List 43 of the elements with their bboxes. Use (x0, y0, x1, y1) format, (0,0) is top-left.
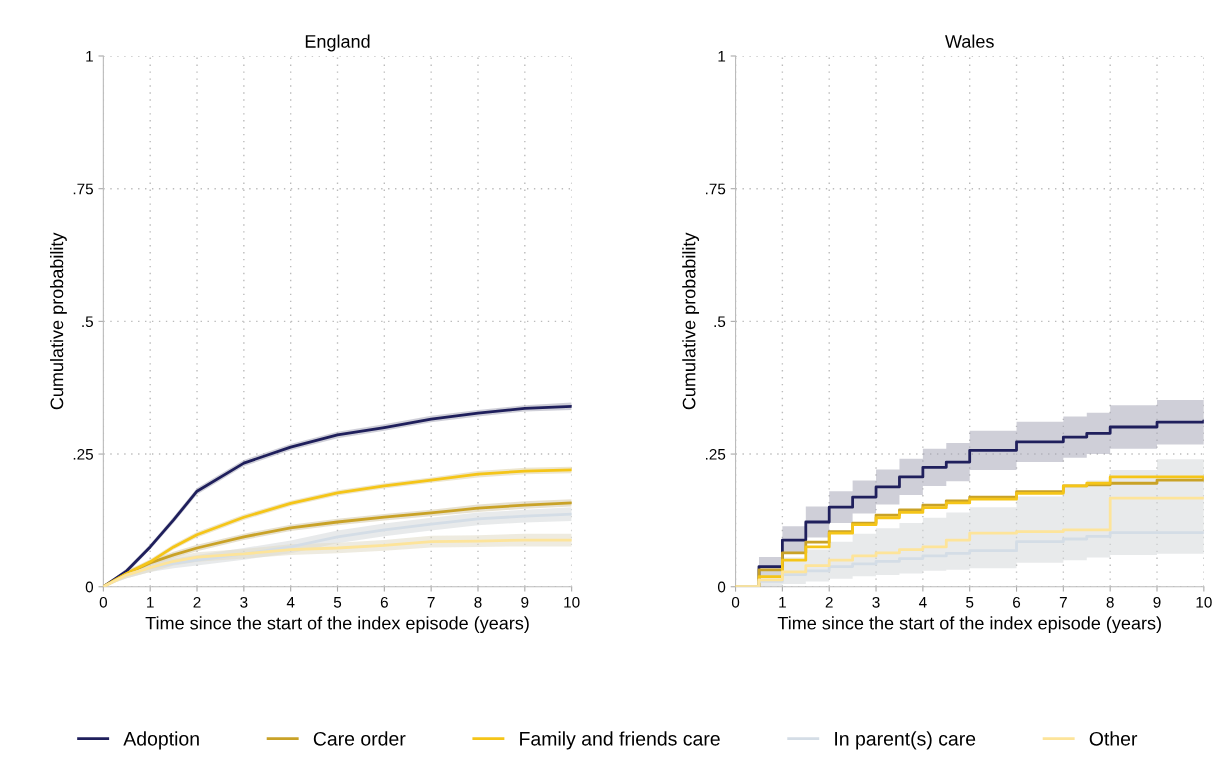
x-tick-label: 5 (333, 597, 342, 608)
x-tick-label: 7 (1059, 597, 1067, 608)
x-axis-title: Time since the start of the index episode (years) (145, 616, 529, 634)
x-tick-label: 0 (99, 596, 108, 608)
y-axis-title: Cumulative probability (50, 232, 67, 410)
y-axis-title: Cumulative probability (682, 232, 700, 410)
x-tick-label: 8 (474, 596, 482, 608)
x-tick-label: 6 (380, 596, 388, 608)
y-tick-label: .75 (73, 183, 93, 195)
x-tick-label: 9 (1153, 596, 1161, 608)
legend-label: Adoption (123, 731, 199, 750)
y-tick-label: 1 (718, 51, 726, 62)
x-tick-label: 3 (240, 596, 248, 608)
legend-label: In parent(s) care (835, 731, 976, 750)
y-tick-label: 1 (86, 51, 93, 62)
chart-title: Wales (945, 34, 994, 48)
y-tick-label: .75 (705, 183, 726, 195)
x-tick-label: 9 (521, 596, 529, 608)
x-tick-label: 0 (731, 596, 740, 608)
x-tick-label: 7 (427, 597, 435, 608)
x-tick-label: 2 (825, 596, 833, 608)
y-tick-label: .25 (73, 448, 93, 460)
y-tick-label: .5 (82, 316, 93, 328)
x-tick-label: 8 (1106, 596, 1114, 608)
x-tick-label: 4 (918, 597, 927, 608)
y-tick-label: 0 (85, 581, 94, 593)
y-tick-label: .5 (714, 316, 726, 328)
chart-title: England (305, 34, 370, 52)
x-tick-label: 10 (1196, 596, 1212, 608)
x-tick-label: 1 (147, 597, 154, 608)
legend-label: Care order (313, 731, 406, 746)
legend-label: Family and friends care (520, 731, 720, 750)
y-tick-label: .25 (705, 448, 726, 460)
x-axis-title: Time since the start of the index episode (years) (777, 616, 1161, 634)
x-tick-label: 1 (779, 597, 786, 608)
x-tick-label: 4 (286, 597, 295, 608)
x-tick-label: 5 (966, 597, 974, 608)
x-tick-label: 6 (1013, 596, 1021, 608)
x-tick-label: 3 (872, 596, 880, 608)
y-tick-label: 0 (717, 581, 726, 593)
x-tick-label: 10 (564, 596, 580, 608)
x-tick-label: 2 (193, 596, 201, 608)
legend-label: Other (1089, 731, 1138, 746)
